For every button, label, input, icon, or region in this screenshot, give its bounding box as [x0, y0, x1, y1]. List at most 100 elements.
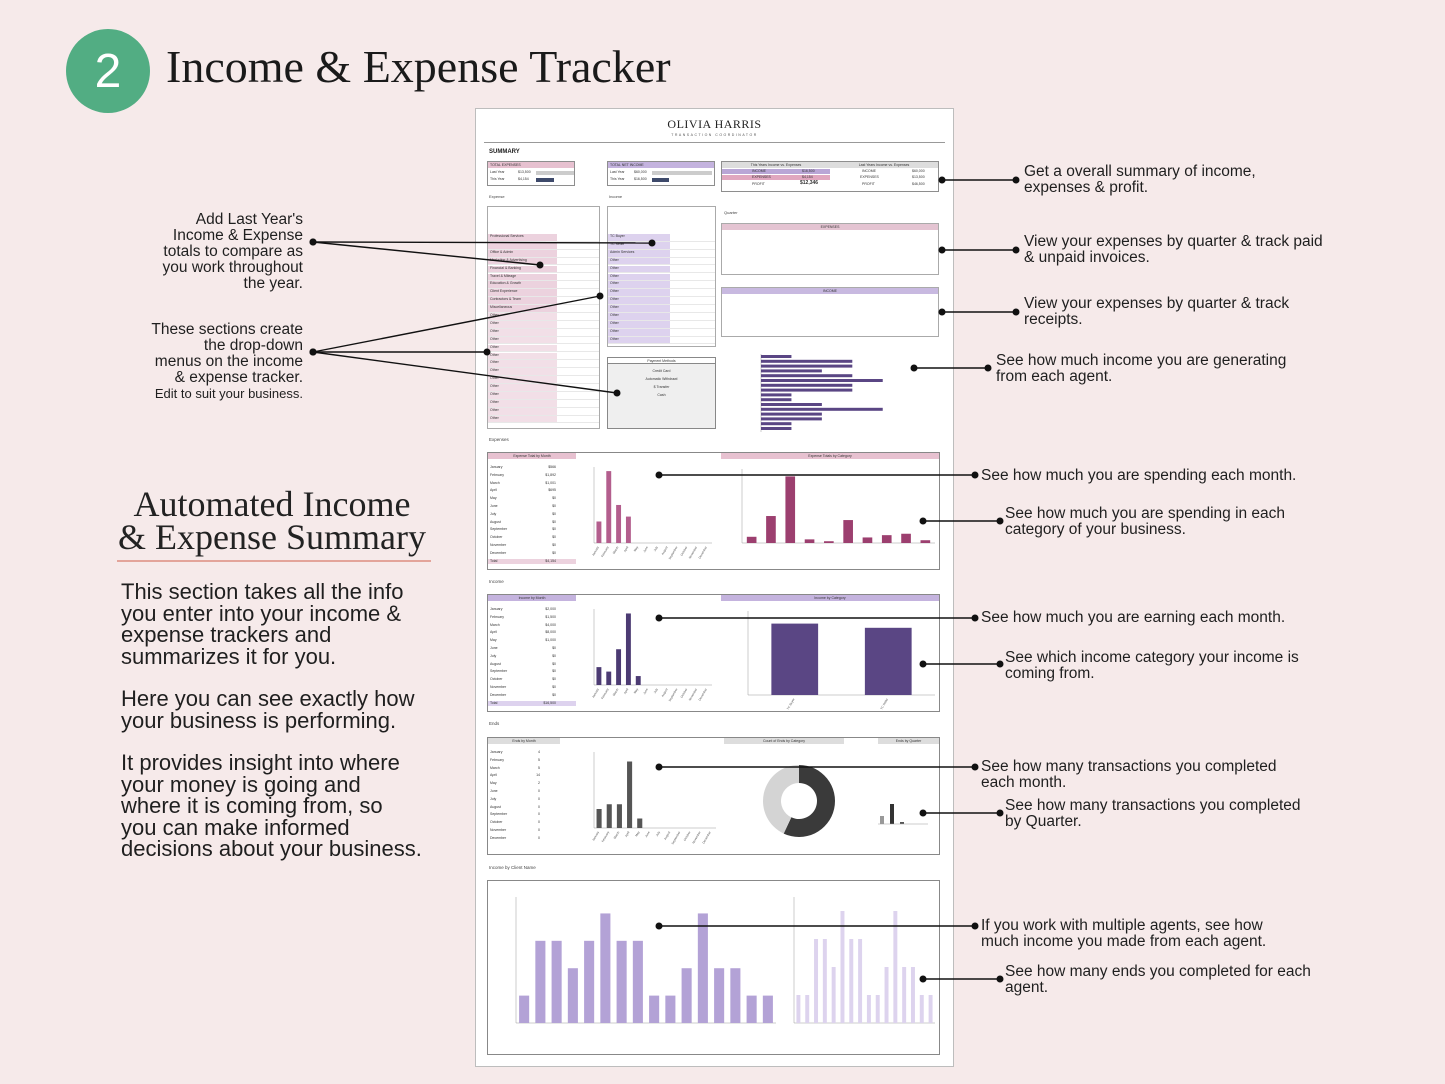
- month-row: February 5: [490, 757, 540, 762]
- chart-bar: [714, 968, 725, 1023]
- axis-tick-label: February: [601, 830, 611, 843]
- chart-bar: [804, 539, 815, 543]
- chart-bar: [567, 968, 578, 1023]
- auto-paragraph-2: Here you can see exactly how your busine…: [121, 686, 415, 733]
- expense-by-category-header: Expense Totals by Category: [721, 453, 939, 459]
- chart-bar: [746, 536, 757, 543]
- month-row: July $0: [490, 653, 556, 658]
- chart-bar: [831, 967, 836, 1023]
- axis-tick-label: April: [623, 545, 630, 552]
- heading-underline: [117, 560, 431, 562]
- income-category-row: Other: [608, 328, 715, 337]
- note-multiple-agents-income: If you work with multiple agents, see ho…: [981, 917, 1267, 950]
- connector-dot: [971, 763, 979, 771]
- chart-bar: [785, 476, 796, 543]
- expense-category-row: Other: [488, 328, 599, 337]
- axis-tick-label: August: [660, 687, 668, 697]
- auto-paragraph-1: This section takes all the info you ente…: [121, 579, 404, 669]
- axis-tick-label: January: [591, 545, 600, 557]
- chart-bar: [596, 809, 602, 828]
- axis-tick-label: May: [633, 545, 640, 552]
- chart-bar: [890, 804, 894, 824]
- chart-bar: [849, 939, 854, 1023]
- chart-bar: [762, 995, 773, 1023]
- expense-category-row: [488, 241, 599, 250]
- chart-bar: [596, 667, 602, 685]
- chart-bar: [902, 967, 907, 1023]
- chart-bar: [519, 995, 530, 1023]
- month-row: April $695: [490, 488, 556, 493]
- connector-dot: [309, 238, 317, 246]
- income-category-row: TC Buyer: [608, 234, 715, 242]
- note-transactions-per-month: See how many transactions you completed …: [981, 758, 1277, 791]
- expense-by-month-header: Expense Total by Month: [488, 453, 576, 459]
- donut-slice: [763, 765, 799, 834]
- connector-dot: [996, 517, 1004, 525]
- chart-bar: [920, 540, 931, 543]
- chart-bar: [616, 649, 622, 685]
- income-category-row: Other: [608, 273, 715, 282]
- automated-summary-heading: Automated Income & Expense Summary: [118, 484, 426, 557]
- exp-last-year: $13,500: [518, 170, 531, 174]
- chart-bar: [746, 995, 757, 1023]
- chart-bar: [761, 417, 822, 421]
- income-by-quarter-table: INCOME: [721, 287, 939, 337]
- chart-bar: [928, 995, 933, 1023]
- income-category-row: Other: [608, 265, 715, 274]
- note-spending-per-month: See how much you are spending each month…: [981, 467, 1297, 484]
- income-category-row: Other: [608, 313, 715, 321]
- inc-last-year: $60,000: [634, 170, 647, 174]
- last-income-label: INCOME: [862, 169, 876, 173]
- income-by-category-header: Income by Category: [721, 595, 939, 601]
- ends-by-client-chart: [793, 897, 935, 1024]
- axis-tick-label: September: [670, 831, 681, 846]
- axis-tick-label: October: [679, 545, 688, 556]
- income-per-agent-chart: [760, 354, 883, 432]
- axis-tick-label: June: [642, 545, 649, 553]
- month-row: May 2: [490, 781, 540, 786]
- last-years-vs-header: Last Years Income vs. Expenses: [830, 162, 938, 168]
- month-row: August 0: [490, 804, 540, 809]
- expense-category-list: Professional Services Office & Admin Marke…: [487, 206, 600, 429]
- chart-bar: [616, 804, 622, 828]
- chart-bar: [766, 516, 776, 543]
- summary-sheet-preview: OLIVIA HARRIS TRANSACTION COORDINATOR SU…: [475, 108, 954, 1067]
- axis-tick-label: January: [591, 830, 600, 842]
- chart-bar: [881, 535, 892, 543]
- axis-tick-label: TC Seller: [879, 698, 889, 711]
- ends-charts-box: Ends by Month Count of Ends by Category …: [487, 737, 940, 855]
- chart-bar: [814, 939, 819, 1023]
- this-income-value: $16,500: [802, 169, 815, 173]
- payment-method-item: $ Transfer: [653, 385, 670, 389]
- chart-bar: [884, 967, 889, 1023]
- note-edit-business: Edit to suit your business.: [154, 386, 303, 401]
- income-category-row: Other: [608, 336, 715, 345]
- axis-tick-label: February: [600, 545, 610, 558]
- this-expenses-label: EXPENSES: [722, 175, 830, 180]
- month-row: June $0: [490, 504, 556, 508]
- chart-bar: [635, 676, 641, 685]
- ends-by-month-header: Ends by Month: [488, 738, 560, 744]
- axis-tick-label: April: [624, 830, 631, 837]
- chart-bar: [761, 403, 822, 406]
- this-year-label: This Year: [610, 177, 625, 181]
- axis-tick-label: December: [701, 831, 711, 845]
- axis-tick-label: May: [633, 687, 640, 694]
- month-row: January 4: [490, 750, 540, 754]
- axis-tick-label: September: [668, 688, 679, 703]
- income-category-row: Admin Services: [608, 249, 715, 258]
- expense-category-row: Travel & Mileage: [488, 273, 599, 282]
- connector-dot: [1012, 176, 1020, 184]
- income-by-month-header: Income by Month: [488, 595, 576, 601]
- expense-category-row: Other: [488, 407, 599, 416]
- quarter-income-header: INCOME: [722, 288, 938, 294]
- month-row: January $566: [490, 465, 556, 469]
- month-row: November 0: [490, 828, 540, 832]
- axis-tick-label: August: [663, 830, 671, 840]
- auto-paragraph-3: It provides insight into where your mone…: [121, 750, 422, 861]
- chart-bar: [625, 516, 631, 543]
- chart-bar: [919, 995, 924, 1023]
- month-total-row: Total $16,500: [488, 700, 576, 706]
- connector-dot: [996, 975, 1004, 983]
- month-row: April $8,000: [490, 630, 556, 635]
